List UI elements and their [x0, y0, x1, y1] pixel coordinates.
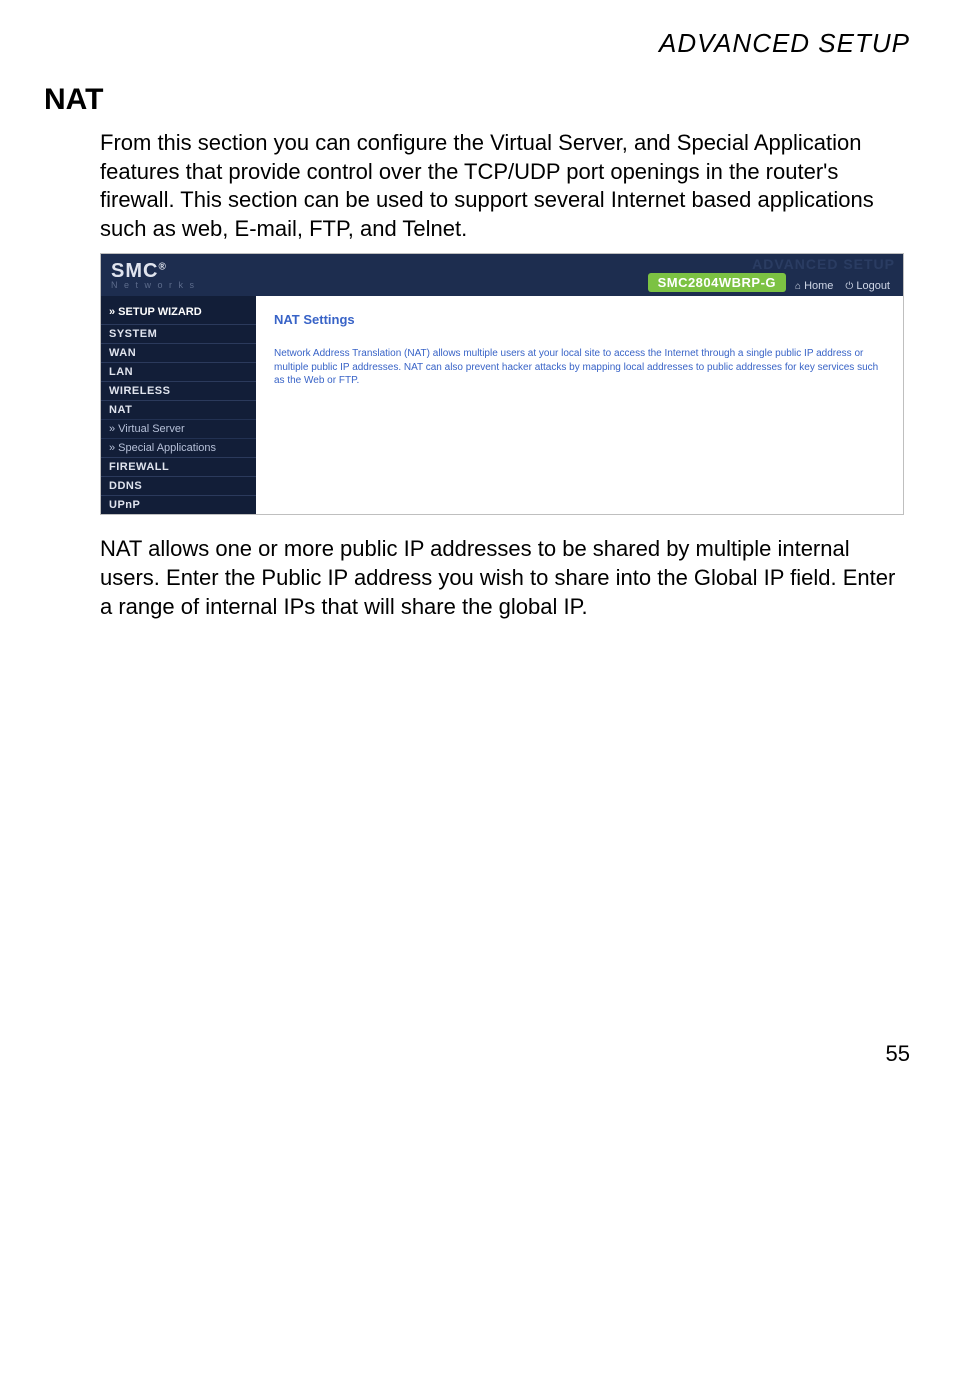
sidebar: » SETUP WIZARD SYSTEM WAN LAN WIRELESS N… [101, 296, 256, 514]
page-header: ADVANCED SETUP [44, 28, 910, 59]
sidebar-item-wan[interactable]: WAN [101, 343, 256, 362]
sidebar-item-upnp[interactable]: UPnP [101, 495, 256, 514]
brand-block: SMC® N e t w o r k s [101, 254, 256, 296]
sidebar-item-setup-wizard[interactable]: » SETUP WIZARD [101, 296, 256, 324]
page-number: 55 [44, 1041, 910, 1067]
model-pill: SMC2804WBRP-G [648, 273, 786, 292]
sidebar-item-virtual-server[interactable]: » Virtual Server [101, 419, 256, 438]
pane-description: Network Address Translation (NAT) allows… [274, 347, 885, 388]
sidebar-item-special-applications[interactable]: » Special Applications [101, 438, 256, 457]
router-ui-screenshot: SMC® N e t w o r k s ADVANCED SETUP SMC2… [100, 253, 904, 515]
content-pane: NAT Settings Network Address Translation… [256, 296, 903, 514]
pane-title: NAT Settings [274, 312, 885, 327]
topbar-right: ADVANCED SETUP SMC2804WBRP-G ⌂ Home ⏻ Lo… [256, 254, 903, 296]
sidebar-item-lan[interactable]: LAN [101, 362, 256, 381]
sidebar-item-ddns[interactable]: DDNS [101, 476, 256, 495]
logout-link[interactable]: ⏻ Logout [842, 280, 893, 292]
intro-paragraph: From this section you can configure the … [100, 129, 910, 243]
brand-reg: ® [158, 261, 166, 272]
sidebar-item-nat[interactable]: NAT [101, 400, 256, 419]
home-label: Home [804, 280, 833, 292]
sidebar-item-system[interactable]: SYSTEM [101, 324, 256, 343]
router-topbar: SMC® N e t w o r k s ADVANCED SETUP SMC2… [101, 254, 903, 296]
sidebar-item-wireless[interactable]: WIRELESS [101, 381, 256, 400]
logout-label: Logout [856, 280, 890, 292]
brand-logo: SMC® [111, 261, 256, 281]
body-paragraph: NAT allows one or more public IP address… [100, 535, 910, 621]
section-title: NAT [44, 83, 910, 117]
ghost-title: ADVANCED SETUP [752, 256, 895, 272]
router-body: » SETUP WIZARD SYSTEM WAN LAN WIRELESS N… [101, 296, 903, 514]
brand-main: SMC [111, 260, 158, 282]
logout-icon: ⏻ [845, 281, 853, 292]
home-icon: ⌂ [795, 281, 801, 292]
sidebar-item-firewall[interactable]: FIREWALL [101, 457, 256, 476]
brand-subtitle: N e t w o r k s [111, 281, 256, 290]
home-link[interactable]: ⌂ Home [792, 280, 836, 292]
